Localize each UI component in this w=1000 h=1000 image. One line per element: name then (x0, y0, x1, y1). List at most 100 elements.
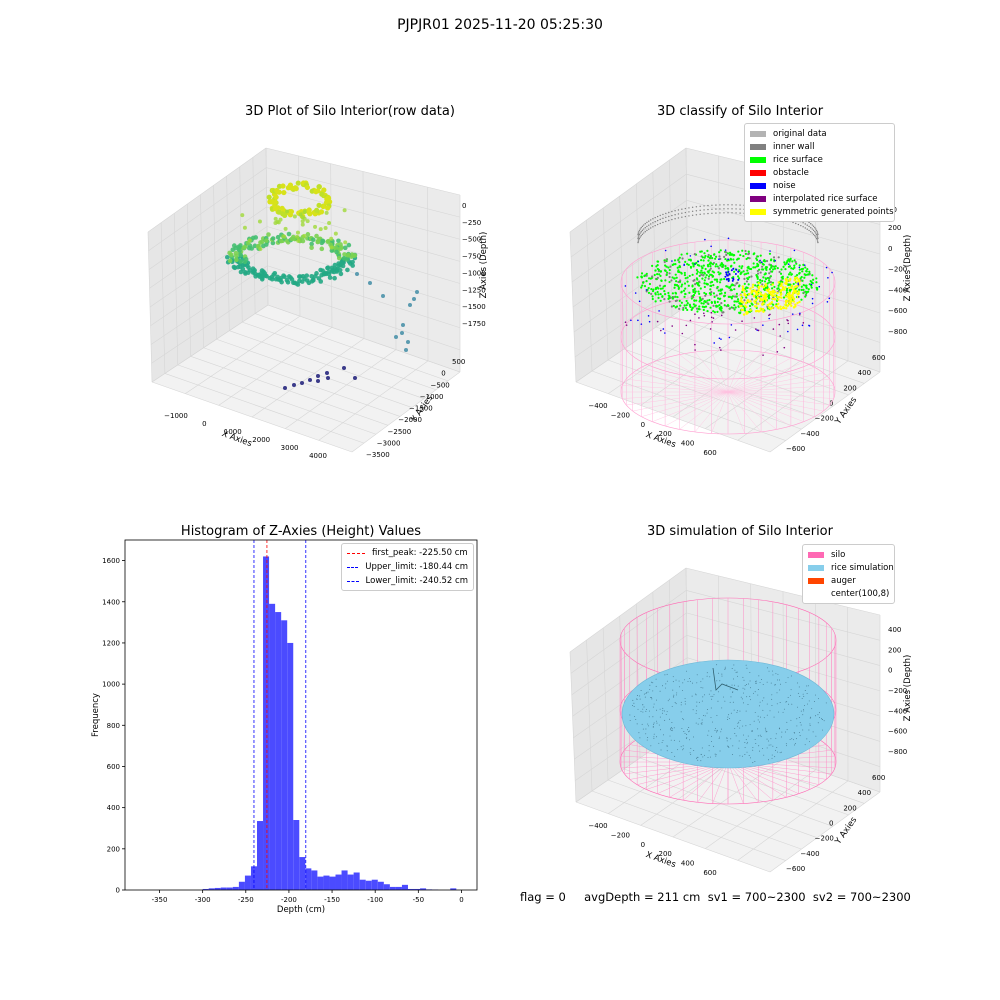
panel4-rice-point (721, 674, 722, 675)
panel4-rice-point (742, 756, 743, 757)
panel4-rice-point (780, 684, 781, 685)
panel4-rice-point (758, 719, 759, 720)
panel4-rice-point (734, 670, 735, 671)
panel4-rice-point (702, 748, 703, 749)
panel4-rice-point (748, 683, 749, 684)
panel4-rice-point (822, 719, 823, 720)
panel4-rice-point (757, 695, 758, 696)
panel4-rice-point (781, 737, 782, 738)
panel4-rice-point (643, 729, 644, 730)
panel4-rice-point (649, 711, 650, 712)
panel4-rice-point (709, 750, 710, 751)
panel4-rice-point (642, 712, 643, 713)
panel4-rice-point (732, 692, 733, 693)
panel4-rice-point (696, 682, 697, 683)
panel4-rice-point (725, 668, 726, 669)
panel4-rice-point (745, 747, 746, 748)
panel4-rice-point (810, 718, 811, 719)
panel4-rice-point (689, 731, 690, 732)
panel4-rice-point (783, 712, 784, 713)
panel4-rice-point (677, 749, 678, 750)
panel4-rice-point (683, 719, 684, 720)
panel4-rice-point (748, 704, 749, 705)
panel4-rice-point (772, 674, 773, 675)
panel4-rice-point (748, 736, 749, 737)
panel4-rice-point (653, 736, 654, 737)
panel4-rice-point (767, 682, 768, 683)
panel4-rice-point (688, 727, 689, 728)
panel4-rice-point (777, 692, 778, 693)
panel4-rice-point (802, 714, 803, 715)
panel4-rice-point (752, 750, 753, 751)
panel4-rice-point (758, 716, 759, 717)
panel4-rice-point (775, 750, 776, 751)
panel4-rice-point (752, 762, 753, 763)
panel4-rice-point (653, 738, 654, 739)
panel4-rice-point (733, 702, 734, 703)
panel4-rice-point (818, 698, 819, 699)
panel4-rice-point (644, 707, 645, 708)
legend-item: auger (808, 574, 889, 587)
legend-item: center(100,8) (808, 587, 889, 600)
panel4-rice-point (809, 723, 810, 724)
panel4-rice-point (788, 697, 789, 698)
panel4-rice-point (732, 668, 733, 669)
panel4-rice-point (744, 742, 745, 743)
panel4-rice-point (739, 711, 740, 712)
panel4-rice-point (720, 731, 721, 732)
panel4-rice-point (712, 696, 713, 697)
panel4-rice-point (688, 681, 689, 682)
panel4-rice-point (696, 723, 697, 724)
panel4-rice-point (673, 681, 674, 682)
panel4-rice-point (760, 702, 761, 703)
panel4-rice-point (656, 679, 657, 680)
panel4-rice-point (755, 691, 756, 692)
panel4-y-tick-label: 200 (843, 804, 856, 812)
panel4-rice-point (701, 723, 702, 724)
panel4-rice-point (726, 738, 727, 739)
panel4-rice-point (734, 733, 735, 734)
panel4-rice-point (647, 740, 648, 741)
panel4-rice-point (650, 745, 651, 746)
panel4-rice-point (702, 701, 703, 702)
panel4-rice-point (793, 739, 794, 740)
panel4-rice-point (639, 737, 640, 738)
panel4-y-tick-label: 400 (858, 789, 871, 797)
panel4-rice-point (671, 722, 672, 723)
legend-swatch (808, 578, 824, 584)
panel4-rice-point (635, 719, 636, 720)
panel4-rice-point (715, 730, 716, 731)
panel4-rice-point (772, 671, 773, 672)
panel4-z-tick-label: −800 (888, 748, 907, 756)
panel4-rice-point (716, 680, 717, 681)
panel4-rice-point (805, 744, 806, 745)
panel4-rice-point (777, 680, 778, 681)
panel4-rice-point (752, 747, 753, 748)
panel4-rice-point (642, 724, 643, 725)
panel4-rice-point (652, 716, 653, 717)
panel4-rice-point (654, 722, 655, 723)
panel4-rice-point (777, 752, 778, 753)
panel4-rice-point (724, 669, 725, 670)
panel4-rice-point (743, 693, 744, 694)
panel4-rice-point (818, 722, 819, 723)
panel4-rice-point (707, 672, 708, 673)
panel4-rice-point (777, 703, 778, 704)
panel4-rice-point (771, 705, 772, 706)
panel4-rice-point (719, 738, 720, 739)
panel4-rice-point (698, 724, 699, 725)
panel4-rice-point (711, 741, 712, 742)
panel4-rice-point (722, 676, 723, 677)
panel4-rice-point (651, 682, 652, 683)
panel4-rice-point (776, 747, 777, 748)
panel4-rice-point (746, 668, 747, 669)
panel4-rice-point (731, 713, 732, 714)
panel4-rice-point (754, 761, 755, 762)
panel4-rice-point (669, 719, 670, 720)
panel4-rice-point (709, 745, 710, 746)
panel4-rice-point (690, 681, 691, 682)
panel4-rice-point (805, 690, 806, 691)
panel4-rice-point (749, 755, 750, 756)
panel4-rice-point (660, 691, 661, 692)
